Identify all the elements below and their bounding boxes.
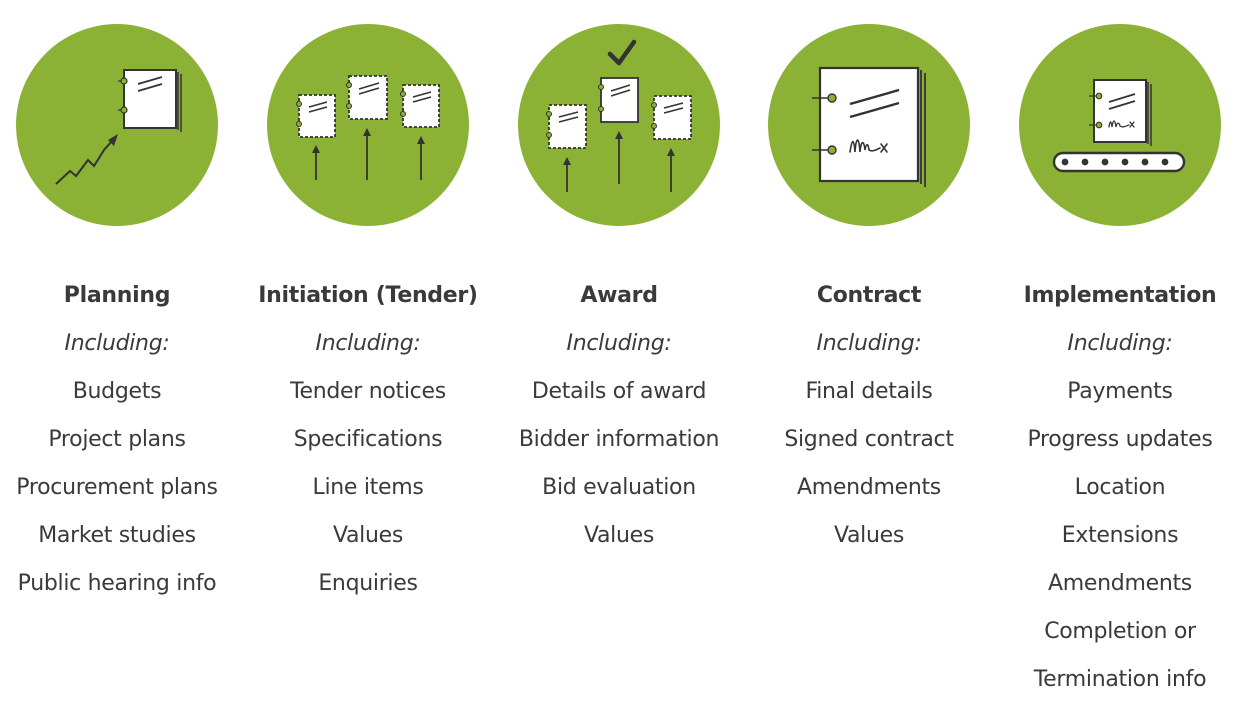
stage-item: Final details	[805, 379, 933, 404]
stage-item: Details of award	[531, 379, 707, 404]
document-rising-chart-icon	[16, 24, 218, 226]
stage-item: Tender notices	[290, 379, 446, 404]
stage-item: Values	[332, 523, 404, 548]
stage-item: Amendments	[1048, 571, 1192, 596]
stage-item: Budgets	[72, 379, 162, 404]
including-label: Including:	[816, 331, 922, 356]
stage-title: Award	[580, 283, 658, 308]
stage-item: Enquiries	[318, 571, 418, 596]
including-label: Including:	[64, 331, 170, 356]
stage-title: Planning	[63, 283, 171, 308]
stage-item: Procurement plans	[16, 475, 218, 500]
including-label: Including:	[1067, 331, 1173, 356]
stage-item: Bid evaluation	[542, 475, 696, 500]
selected-document-check-icon	[518, 24, 720, 226]
stage-item: Progress updates	[1027, 427, 1213, 452]
stage-item: Location	[1074, 475, 1166, 500]
stage-item: Public hearing info	[17, 571, 217, 596]
stage-text: Implementation Including: Payments Progr…	[1000, 272, 1240, 704]
stage-item: Termination info	[1033, 667, 1207, 692]
stage-item: Values	[583, 523, 655, 548]
stage-title: Contract	[816, 283, 922, 308]
stage-item: Completion or	[1044, 619, 1196, 644]
stage-implementation: Implementation Including: Payments Progr…	[1000, 0, 1240, 708]
stage-item: Signed contract	[784, 427, 954, 452]
signed-contract-icon	[768, 24, 970, 226]
stage-text: Award Including: Details of award Bidder…	[499, 272, 739, 560]
stage-award: Award Including: Details of award Bidder…	[499, 0, 739, 708]
stage-item: Specifications	[293, 427, 443, 452]
stage-initiation: Initiation (Tender) Including: Tender no…	[248, 0, 488, 708]
document-conveyor-belt-icon	[1019, 24, 1221, 226]
stage-item: Bidder information	[518, 427, 720, 452]
stage-text: Planning Including: Budgets Project plan…	[0, 272, 237, 608]
stage-item: Payments	[1067, 379, 1173, 404]
stage-item: Extensions	[1061, 523, 1179, 548]
including-label: Including:	[566, 331, 672, 356]
stage-item: Project plans	[48, 427, 186, 452]
including-label: Including:	[315, 331, 421, 356]
three-documents-arrows-icon	[267, 24, 469, 226]
stage-title: Initiation (Tender)	[258, 283, 478, 308]
stage-contract: Contract Including: Final details Signed…	[749, 0, 989, 708]
stage-item: Amendments	[797, 475, 941, 500]
stage-item: Line items	[312, 475, 424, 500]
stage-item: Market studies	[38, 523, 196, 548]
stage-item: Values	[833, 523, 905, 548]
stage-text: Contract Including: Final details Signed…	[749, 272, 989, 560]
stage-planning: Planning Including: Budgets Project plan…	[0, 0, 237, 708]
stage-title: Implementation	[1023, 283, 1217, 308]
stage-text: Initiation (Tender) Including: Tender no…	[248, 272, 488, 608]
